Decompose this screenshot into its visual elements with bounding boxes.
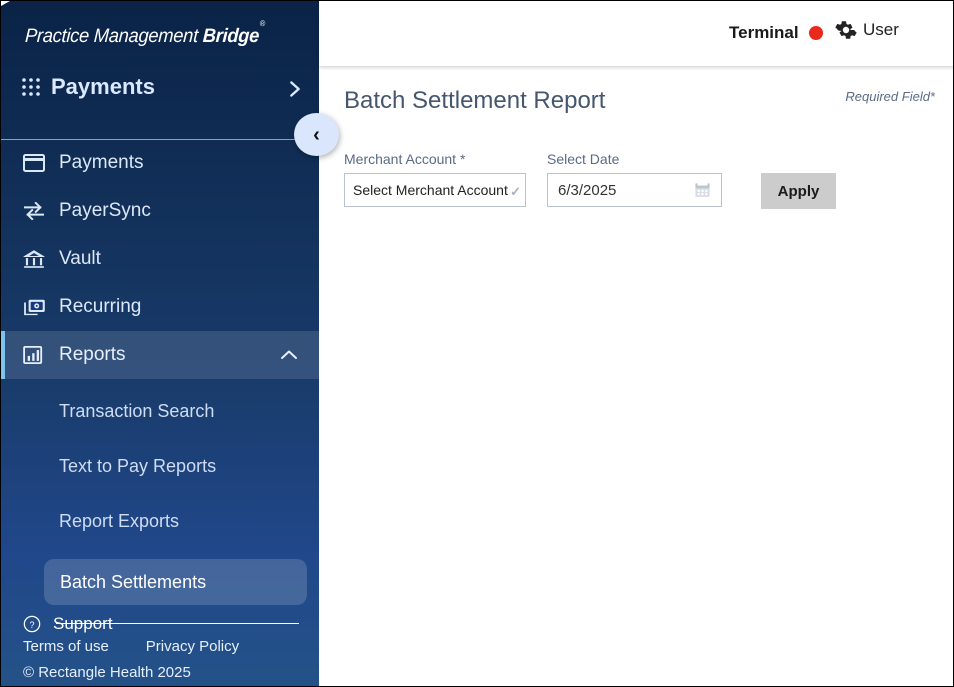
svg-text:?: ? xyxy=(29,620,34,630)
